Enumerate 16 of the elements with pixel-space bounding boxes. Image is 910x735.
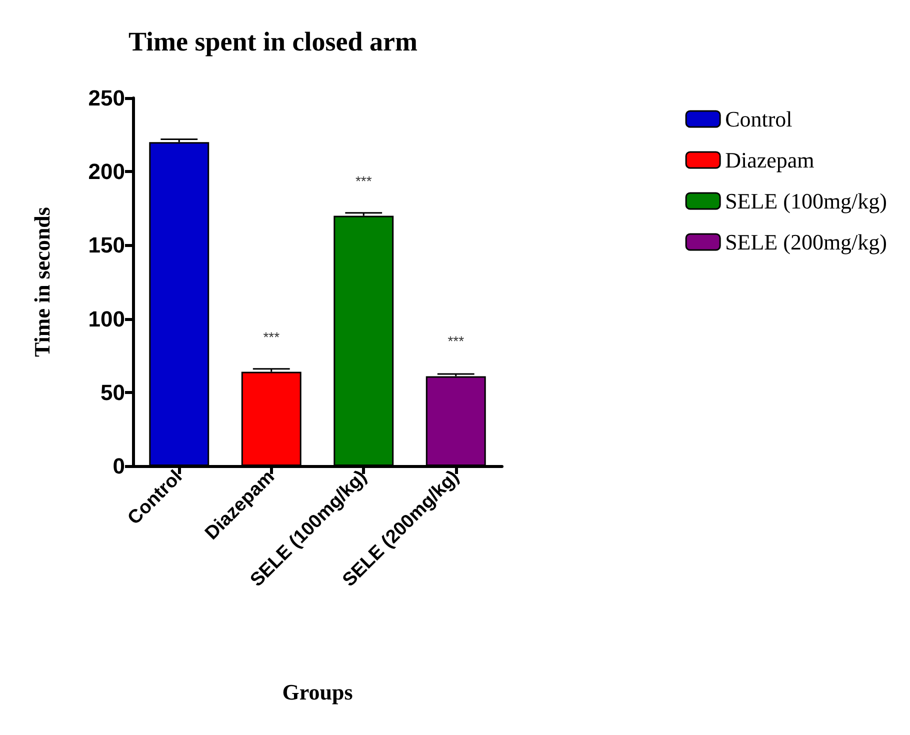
y-axis-title: Time in seconds <box>30 206 54 357</box>
legend-label: Control <box>725 106 792 132</box>
annotation: *** <box>263 328 280 345</box>
y-tick-label: 250 <box>88 86 125 110</box>
annotation: *** <box>355 172 372 189</box>
y-tick-label: 0 <box>112 454 125 478</box>
legend-label: Diazepam <box>725 148 814 172</box>
y-tick-label: 200 <box>88 159 125 184</box>
y-tick-label: 100 <box>88 306 125 332</box>
legend-label: SELE (100mg/kg) <box>725 188 888 214</box>
y-tick-label: 50 <box>100 380 125 405</box>
y-tick-label: 150 <box>88 232 125 258</box>
x-axis-title: Groups <box>282 680 354 704</box>
chart-title: Time spent in closed arm <box>128 26 418 56</box>
annotation: *** <box>448 333 465 350</box>
legend-label: SELE (200mg/kg) <box>725 230 888 254</box>
